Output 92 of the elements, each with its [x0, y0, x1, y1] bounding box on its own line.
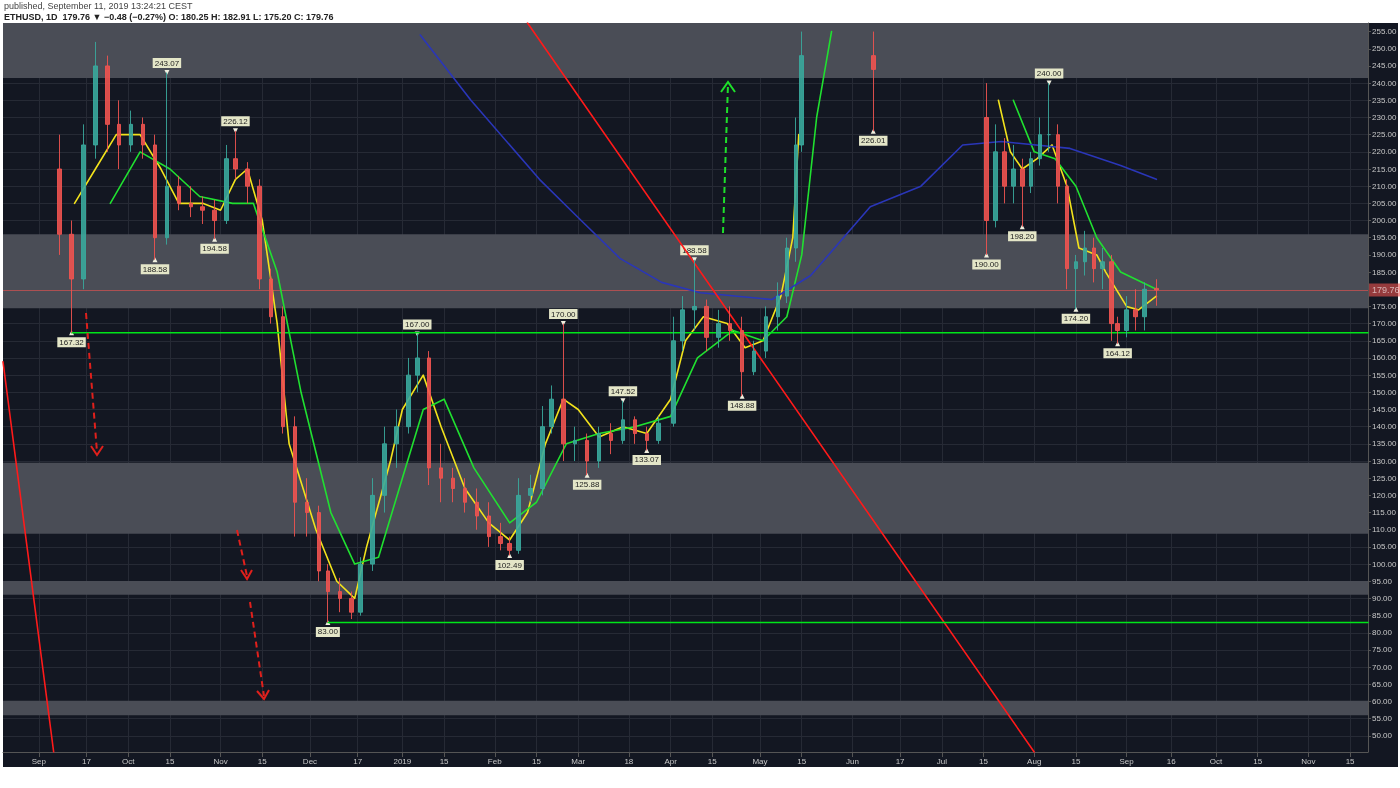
- y-tick-label: 115.00: [1372, 508, 1397, 518]
- annotation: 133.07: [634, 455, 660, 465]
- annotation: 174.20: [1063, 314, 1089, 324]
- annotation: 83.00: [317, 627, 339, 637]
- y-tick-label: 195.00: [1372, 233, 1398, 243]
- y-tick-label: 185.00: [1372, 267, 1398, 277]
- x-tick-label: Nov: [213, 756, 228, 766]
- annotation: 194.58: [202, 244, 228, 254]
- x-tick-label: 15: [707, 756, 718, 766]
- y-tick-label: 90.00: [1372, 593, 1393, 603]
- x-tick-label: Mar: [571, 756, 586, 766]
- y-tick-label: 155.00: [1372, 370, 1398, 380]
- x-tick-label: 15: [532, 756, 542, 766]
- y-tick-label: 150.00: [1372, 387, 1398, 397]
- y-tick-label: 130.00: [1372, 456, 1398, 466]
- x-tick-label: Feb: [487, 756, 503, 766]
- x-tick-label: 15: [797, 756, 807, 766]
- y-tick-label: 175.00: [1372, 301, 1398, 311]
- annotation: 148.88: [729, 401, 755, 411]
- y-tick-label: 105.00: [1372, 542, 1398, 552]
- annotation: 164.12: [1105, 348, 1131, 358]
- y-tick-label: 60.00: [1372, 697, 1393, 706]
- y-tick-label: 235.00: [1372, 95, 1398, 105]
- y-tick-label: 205.00: [1372, 198, 1398, 208]
- annotation: 170.00: [551, 309, 577, 319]
- x-tick-label: Apr: [664, 756, 678, 766]
- annotation: 240.00: [1036, 69, 1062, 79]
- y-tick-label: 200.00: [1372, 216, 1398, 226]
- x-tick-label: Sep: [1119, 756, 1135, 766]
- y-tick-label: 110.00: [1372, 525, 1397, 535]
- y-tick-label: 100.00: [1372, 559, 1398, 569]
- y-tick-label: 250.00: [1372, 44, 1398, 54]
- y-tick-label: 160.00: [1372, 353, 1398, 363]
- x-tick-label: 15: [257, 756, 268, 766]
- annotation: 190.00: [974, 259, 1000, 269]
- y-tick-label: 190.00: [1372, 250, 1398, 260]
- x-tick-label: Oct: [121, 756, 136, 766]
- annotation: 243.07: [154, 58, 180, 68]
- annotation: 147.52: [610, 386, 636, 396]
- annotation: 226.01: [861, 136, 887, 146]
- x-tick-label: 17: [82, 756, 92, 766]
- y-tick-label: 215.00: [1372, 164, 1398, 174]
- y-tick-label: 220.00: [1372, 147, 1398, 157]
- y-tick-label: 135.00: [1372, 439, 1398, 449]
- annotation: 198.20: [1010, 231, 1036, 241]
- y-tick-label: 95.00: [1372, 576, 1393, 586]
- y-tick-label: 140.00: [1372, 422, 1398, 432]
- x-tick-label: 16: [1166, 756, 1177, 766]
- annotation: 102.49: [497, 560, 523, 570]
- y-tick-label: 240.00: [1372, 78, 1398, 88]
- y-tick-label: 165.00: [1372, 336, 1398, 346]
- x-tick-label: Oct: [1209, 756, 1223, 766]
- y-tick-label: 85.00: [1372, 611, 1393, 621]
- y-tick-label: 65.00: [1372, 679, 1393, 689]
- y-tick-label: 170.00: [1372, 319, 1398, 329]
- x-tick-label: Sep: [31, 756, 47, 766]
- x-tick-label: 15: [165, 756, 175, 766]
- y-tick-label: 210.00: [1372, 181, 1398, 191]
- annotation: 125.88: [574, 480, 600, 490]
- x-tick-label: Jun: [845, 756, 859, 766]
- y-tick-label: 255.00: [1372, 27, 1398, 37]
- x-tick-label: Jul: [936, 756, 948, 766]
- y-tick-label: 225.00: [1372, 130, 1398, 140]
- x-tick-label: 15: [439, 756, 450, 766]
- y-tick-label: 230.00: [1372, 112, 1398, 122]
- x-tick-label: 18: [624, 756, 634, 766]
- x-tick-label: 15: [1253, 756, 1263, 766]
- annotation: 167.32: [59, 337, 85, 347]
- y-tick-label: 245.00: [1372, 61, 1398, 71]
- chart-title: ETHUSD, 1D 179.76 ▼ −0.48 (−0.27%) O: 180.25 H: 182.91 L: 175.20 C: 179.76: [4, 12, 334, 22]
- x-tick-label: 15: [979, 756, 989, 766]
- x-tick-label: 2019: [393, 756, 412, 766]
- x-tick-label: 15: [1071, 756, 1081, 766]
- y-tick-label: 145.00: [1372, 404, 1398, 414]
- y-tick-label: 50.00: [1372, 731, 1393, 741]
- y-tick-label: 120.00: [1372, 490, 1398, 500]
- y-tick-label: 125.00: [1372, 473, 1398, 483]
- x-tick-label: May: [752, 756, 768, 766]
- annotation: 167.00: [405, 319, 431, 329]
- y-tick-label: 70.00: [1372, 662, 1393, 672]
- x-tick-label: Dec: [302, 756, 318, 766]
- x-tick-label: Aug: [1027, 756, 1042, 766]
- x-tick-label: 17: [895, 756, 906, 766]
- y-tick-label: 55.00: [1372, 714, 1393, 724]
- x-tick-label: Nov: [1301, 756, 1316, 766]
- x-tick-label: 15: [1345, 756, 1356, 766]
- annotation: 226.12: [223, 116, 249, 126]
- chart-subtitle: published, September 11, 2019 13:24:21 CEST: [4, 1, 193, 11]
- x-tick-label: 17: [353, 756, 363, 766]
- annotation: 188.58: [142, 264, 168, 274]
- y-tick-label: 75.00: [1372, 645, 1393, 655]
- y-tick-label: 80.00: [1372, 628, 1393, 638]
